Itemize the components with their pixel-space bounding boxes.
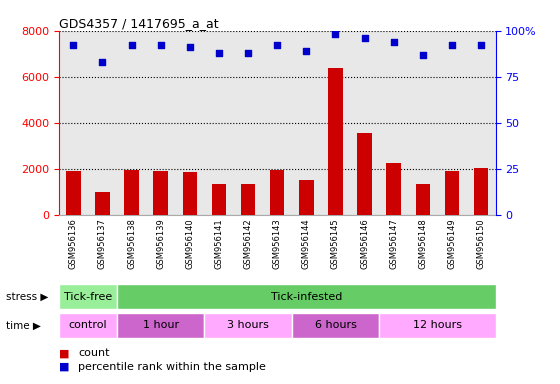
- Text: ■: ■: [59, 362, 69, 372]
- Bar: [212, 184, 226, 215]
- Point: [302, 48, 311, 54]
- Bar: [117, 284, 496, 309]
- Text: 1 hour: 1 hour: [143, 320, 179, 331]
- Text: GSM956136: GSM956136: [69, 218, 78, 269]
- Bar: [183, 172, 197, 215]
- Text: GSM956150: GSM956150: [477, 218, 486, 269]
- Point: [477, 42, 486, 48]
- Point: [214, 50, 223, 56]
- Text: GSM956139: GSM956139: [156, 218, 165, 269]
- Point: [156, 42, 165, 48]
- Bar: [270, 170, 284, 215]
- Point: [98, 59, 107, 65]
- Text: GSM956148: GSM956148: [418, 218, 427, 269]
- Text: GSM956141: GSM956141: [214, 218, 223, 269]
- Point: [360, 35, 369, 41]
- Text: GSM956138: GSM956138: [127, 218, 136, 269]
- Point: [127, 42, 136, 48]
- Bar: [357, 133, 372, 215]
- Point: [447, 42, 456, 48]
- Text: 6 hours: 6 hours: [315, 320, 356, 331]
- Text: 3 hours: 3 hours: [227, 320, 269, 331]
- Text: GSM956146: GSM956146: [360, 218, 369, 269]
- Bar: [66, 171, 81, 215]
- Bar: [292, 313, 379, 338]
- Bar: [445, 171, 459, 215]
- Point: [418, 51, 427, 58]
- Text: count: count: [78, 348, 110, 358]
- Bar: [59, 313, 117, 338]
- Point: [273, 42, 282, 48]
- Bar: [328, 68, 343, 215]
- Point: [185, 44, 194, 50]
- Point: [244, 50, 253, 56]
- Bar: [474, 168, 488, 215]
- Bar: [416, 184, 430, 215]
- Bar: [379, 313, 496, 338]
- Text: GSM956144: GSM956144: [302, 218, 311, 269]
- Bar: [386, 163, 401, 215]
- Text: time ▶: time ▶: [6, 320, 40, 331]
- Point: [389, 39, 398, 45]
- Text: 12 hours: 12 hours: [413, 320, 462, 331]
- Text: GSM956143: GSM956143: [273, 218, 282, 269]
- Text: GDS4357 / 1417695_a_at: GDS4357 / 1417695_a_at: [59, 17, 218, 30]
- Text: GSM956145: GSM956145: [331, 218, 340, 269]
- Text: Tick-free: Tick-free: [64, 291, 112, 302]
- Bar: [95, 192, 110, 215]
- Text: GSM956137: GSM956137: [98, 218, 107, 269]
- Text: Tick-infested: Tick-infested: [270, 291, 342, 302]
- Text: GSM956149: GSM956149: [447, 218, 456, 269]
- Bar: [59, 284, 117, 309]
- Text: GSM956142: GSM956142: [244, 218, 253, 269]
- Text: ■: ■: [59, 348, 69, 358]
- Bar: [241, 184, 255, 215]
- Text: control: control: [69, 320, 107, 331]
- Bar: [299, 180, 314, 215]
- Bar: [153, 171, 168, 215]
- Text: GSM956140: GSM956140: [185, 218, 194, 269]
- Bar: [124, 170, 139, 215]
- Text: percentile rank within the sample: percentile rank within the sample: [78, 362, 266, 372]
- Text: GSM956147: GSM956147: [389, 218, 398, 269]
- Bar: [204, 313, 292, 338]
- Bar: [117, 313, 204, 338]
- Point: [69, 42, 78, 48]
- Text: stress ▶: stress ▶: [6, 291, 48, 302]
- Point: [331, 31, 340, 38]
